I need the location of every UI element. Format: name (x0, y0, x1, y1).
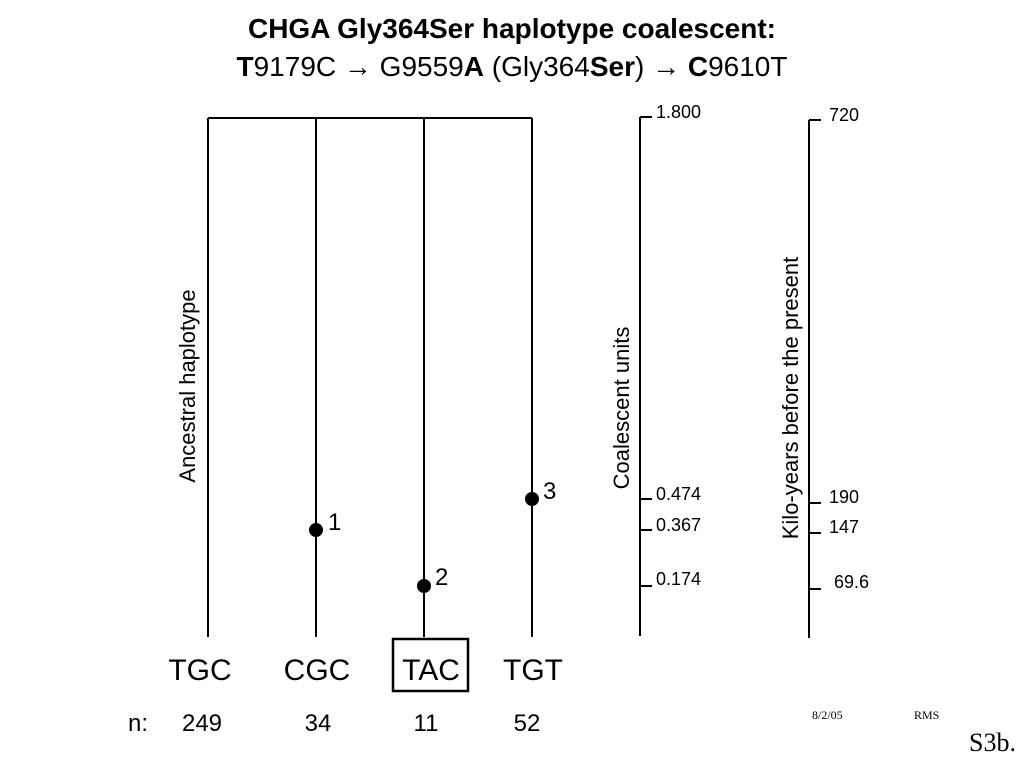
mutation-dot-2 (417, 579, 431, 593)
title-t: T (236, 51, 254, 82)
n-label: n: (128, 710, 148, 737)
coalescent-axis-label: Coalescent units (609, 327, 634, 490)
footer-author: RMS (914, 708, 940, 722)
title-ser: Ser (589, 51, 635, 82)
count-tgt: 52 (514, 710, 541, 737)
ancestral-haplotype-label: Ancestral haplotype (175, 289, 200, 482)
mutation-label-1: 1 (328, 509, 341, 536)
kiloyears-tick-label-720: 720 (829, 105, 859, 125)
slide-id: S3b. (969, 728, 1016, 757)
title-line-1: CHGA Gly364Ser haplotype coalescent: (247, 13, 777, 44)
haplotype-tac: TAC (402, 654, 460, 687)
title-part-4: ) (634, 51, 653, 82)
haplotype-tgt: TGT (503, 654, 563, 687)
mutation-label-3: 3 (543, 478, 556, 505)
kiloyears-tick-label-147: 147 (829, 517, 859, 537)
count-cgc: 34 (305, 710, 332, 737)
kiloyears-tick-label-190: 190 (829, 487, 859, 507)
title-part-3: (Gly364 (484, 51, 590, 82)
haplotype-tgc: TGC (168, 654, 231, 687)
coalescent-tick-label-0367: 0.367 (656, 515, 701, 535)
title-a: A (463, 51, 484, 82)
mutation-dot-3 (525, 492, 539, 506)
mutation-dot-1 (309, 523, 323, 537)
count-tac: 11 (414, 710, 439, 737)
arrow-icon: → (652, 51, 681, 82)
coalescent-tick-label-1800: 1.800 (656, 102, 701, 122)
coalescent-tick-label-0174: 0.174 (656, 569, 701, 589)
title-line-2: T9179C → G9559A (Gly364Ser) → C9610T (0, 50, 1024, 84)
kiloyears-tick-label-696: 69.6 (834, 572, 869, 592)
title-part-2: G9559 (371, 51, 464, 82)
coalescent-tick-label-0474: 0.474 (656, 484, 701, 504)
kiloyears-axis-label: Kilo-years before the present (778, 257, 803, 540)
footer-date: 8/2/05 (812, 708, 843, 722)
haplotype-cgc: CGC (284, 654, 351, 687)
title-c: C (680, 51, 709, 82)
coalescent-tree (207, 117, 533, 637)
title-part-5: 9610T (708, 51, 788, 82)
mutation-label-2: 2 (435, 564, 448, 591)
arrow-icon: → (343, 51, 372, 82)
count-tgc: 249 (182, 710, 222, 737)
haplotype-tac-box (391, 637, 470, 693)
title-part-1: 9179C (253, 51, 337, 82)
